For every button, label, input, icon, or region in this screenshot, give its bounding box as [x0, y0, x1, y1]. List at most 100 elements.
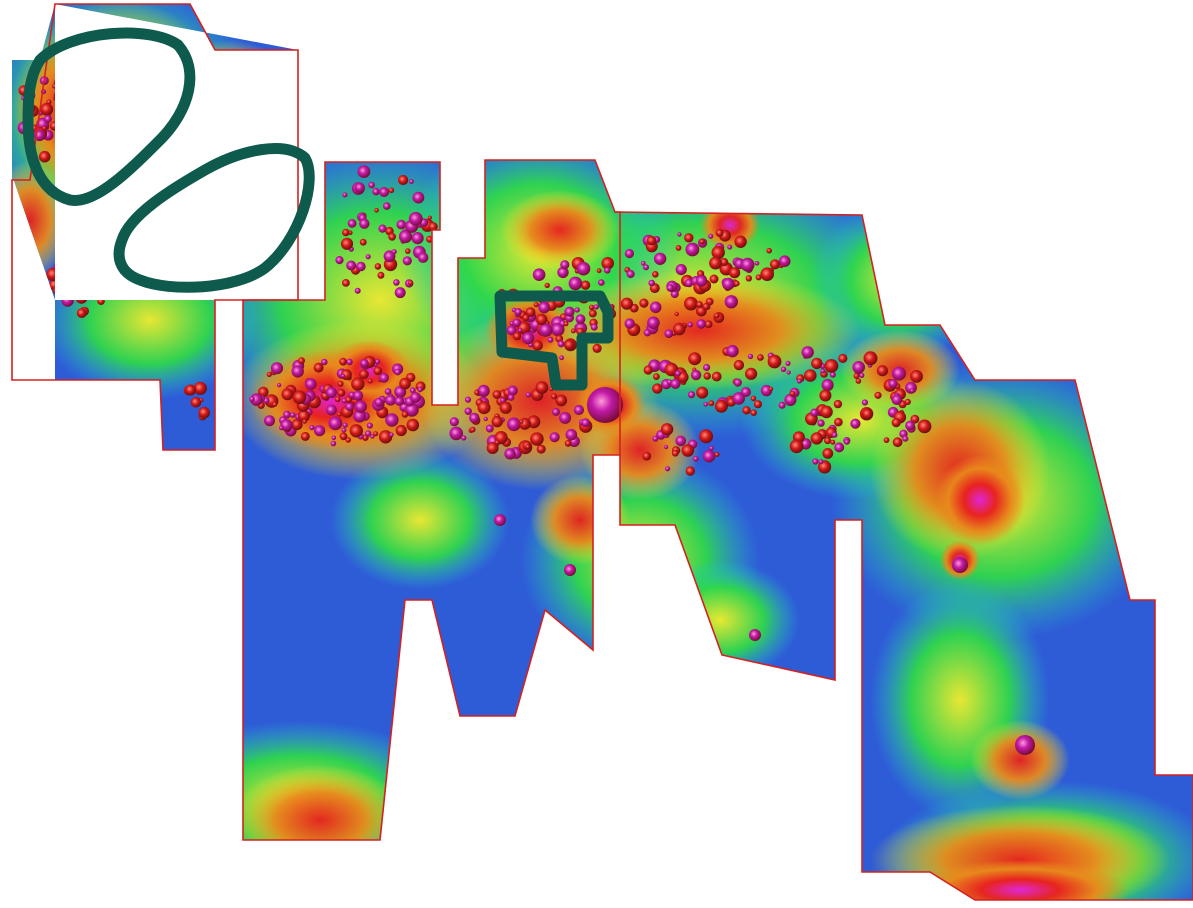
anomaly-dot	[538, 301, 551, 314]
anomaly-dot	[337, 380, 344, 387]
anomaly-dot	[204, 236, 211, 242]
anomaly-dot	[624, 248, 635, 259]
anomaly-dot	[69, 265, 79, 275]
anomaly-dot	[643, 365, 653, 375]
anomaly-dot	[696, 301, 703, 308]
anomaly-dot	[79, 293, 87, 301]
anomaly-dot	[149, 77, 162, 90]
anomaly-dot	[84, 102, 92, 110]
anomaly-dot	[844, 439, 850, 445]
anomaly-dot	[394, 368, 401, 376]
anomaly-dot	[766, 247, 772, 254]
anomaly-dot	[202, 241, 207, 246]
anomaly-dot	[370, 434, 375, 439]
anomaly-dot	[681, 444, 695, 457]
annotation-ellipse-northwest[interactable]	[22, 27, 196, 206]
anomaly-dot	[155, 61, 163, 70]
anomaly-dot	[78, 107, 86, 114]
anomaly-dot	[283, 410, 291, 419]
anomaly-dot	[653, 373, 660, 380]
anomaly-dot	[96, 155, 102, 161]
anomaly-hotspot	[1015, 735, 1035, 755]
anomaly-dot	[666, 284, 674, 292]
anomaly-blob	[910, 860, 1130, 900]
anomaly-dot	[365, 254, 371, 260]
anomaly-dot	[500, 397, 506, 403]
anomaly-dot	[300, 431, 310, 441]
anomaly-dot	[162, 239, 171, 247]
anomaly-dot	[342, 192, 348, 198]
anomaly-dot	[477, 384, 490, 397]
anomaly-dot	[115, 143, 120, 148]
anomaly-dot	[87, 160, 93, 166]
anomaly-dot	[68, 164, 77, 173]
anomaly-dot	[325, 404, 337, 416]
anomaly-dot	[395, 424, 407, 437]
anomaly-dot	[398, 229, 413, 244]
anomaly-dot	[891, 418, 901, 428]
anomaly-dot	[733, 378, 742, 387]
anomaly-dot	[374, 358, 381, 365]
anomaly-dot	[574, 307, 580, 313]
anomaly-dot	[337, 388, 346, 397]
anomaly-dot	[272, 401, 278, 407]
anomaly-dot	[100, 110, 112, 122]
anomaly-dot	[486, 442, 499, 454]
anomaly-dot	[675, 245, 682, 251]
anomaly-dot	[244, 183, 257, 196]
anomaly-dot	[747, 353, 754, 360]
anomaly-dot	[664, 444, 669, 450]
anomaly-dot	[63, 287, 69, 294]
anomaly-dot	[346, 260, 357, 271]
anomaly-dot	[176, 232, 187, 243]
anomaly-dot	[198, 406, 210, 419]
anomaly-dot	[702, 449, 716, 463]
anomaly-dot	[96, 281, 106, 291]
anomaly-dot	[525, 444, 531, 450]
anomaly-dot	[206, 225, 218, 238]
anomaly-dot	[258, 188, 264, 194]
anomaly-dot	[253, 172, 266, 185]
anomaly-dot	[231, 173, 237, 179]
anomaly-dot	[883, 437, 890, 443]
anomaly-dot	[133, 117, 143, 127]
anomaly-dot	[221, 209, 226, 215]
anomaly-dot	[254, 198, 267, 211]
anomaly-dot	[219, 167, 230, 179]
anomaly-dot	[564, 439, 572, 447]
anomaly-dot	[46, 267, 60, 281]
anomaly-dot	[818, 459, 824, 465]
anomaly-dot	[165, 256, 177, 268]
anomaly-dot	[555, 394, 568, 407]
anomaly-dot	[601, 257, 614, 270]
anomaly-dot	[588, 304, 595, 310]
anomaly-dot	[264, 415, 275, 427]
anomaly-dot	[687, 391, 696, 399]
anomaly-dot	[732, 392, 745, 405]
anomaly-dot	[724, 295, 738, 309]
anomaly-dot	[339, 357, 347, 366]
anomaly-dot	[692, 455, 699, 462]
anomaly-dot	[588, 309, 597, 318]
anomaly-dot	[754, 261, 760, 266]
anomaly-dot	[547, 336, 554, 343]
anomaly-dot	[205, 196, 218, 208]
annotation-ellipse-west-central[interactable]	[113, 143, 315, 293]
anomaly-dot	[331, 435, 337, 441]
anomaly-dot	[64, 112, 74, 121]
anomaly-dot	[75, 291, 88, 304]
anomaly-dot	[464, 396, 472, 403]
anomaly-dot	[40, 102, 54, 116]
anomaly-dot	[114, 154, 122, 162]
anomaly-dot	[714, 452, 720, 457]
anomaly-dot	[247, 248, 257, 259]
anomaly-dot	[740, 257, 755, 272]
anomaly-blob	[935, 455, 1025, 545]
annotation-polygon-central[interactable]	[494, 290, 614, 391]
anomaly-dot	[123, 120, 130, 126]
anomaly-dot	[687, 321, 693, 328]
anomaly-dot	[745, 275, 752, 282]
anomaly-blob	[530, 475, 630, 565]
anomaly-dot	[225, 188, 239, 203]
